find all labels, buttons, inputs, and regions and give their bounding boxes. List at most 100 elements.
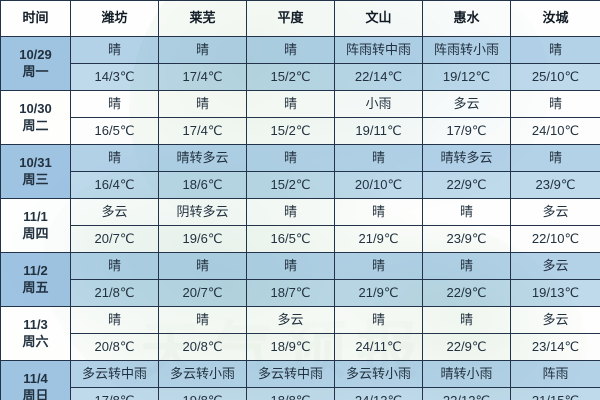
condition-cell: 阵雨转中雨 [334, 36, 423, 64]
condition-cell: 晴 [246, 252, 335, 280]
temperature-cell: 24/11℃ [334, 333, 423, 361]
condition-cell: 阴转多云 [158, 198, 247, 226]
forecast-row-temperature: 20/8℃ 20/8℃ 18/9℃ 24/11℃ 22/9℃ 23/14℃ [1, 333, 600, 361]
date-value: 10/30 [19, 100, 52, 116]
temperature-cell: 22/9℃ [422, 171, 511, 199]
column-header-weifang: 潍坊 [70, 0, 159, 37]
condition-cell: 小雨 [334, 90, 423, 118]
temperature-cell: 16/5℃ [246, 225, 335, 253]
temperature-cell: 16/4℃ [70, 171, 159, 199]
condition-cell: 多云 [510, 306, 600, 334]
condition-cell: 晴 [158, 306, 247, 334]
condition-cell: 晴 [334, 252, 423, 280]
condition-cell: 晴转多云 [158, 144, 247, 172]
condition-cell: 晴转小雨 [422, 360, 511, 388]
date-cell: 11/1 周四 [0, 198, 71, 253]
temperature-cell: 18/6℃ [158, 171, 247, 199]
condition-cell: 晴 [510, 144, 600, 172]
condition-cell: 阵雨 [510, 360, 600, 388]
date-cell: 10/31 周三 [0, 144, 71, 199]
condition-cell: 晴转多云 [422, 144, 511, 172]
date-cell: 10/30 周二 [0, 90, 71, 145]
condition-cell: 晴 [422, 198, 511, 226]
column-header-rucheng: 汝城 [510, 0, 600, 37]
temperature-cell: 23/9℃ [510, 171, 600, 199]
temperature-cell: 22/14℃ [334, 63, 423, 91]
temperature-cell: 17/4℃ [158, 63, 247, 91]
temperature-cell: 22/12℃ [422, 387, 511, 400]
condition-cell: 晴 [70, 252, 159, 280]
date-value: 11/2 [23, 262, 48, 278]
weekday-value: 周一 [22, 64, 49, 79]
condition-cell: 晴 [246, 36, 335, 64]
temperature-cell: 21/8℃ [70, 279, 159, 307]
header-row: 时间 潍坊 莱芜 平度 文山 惠水 汝城 [0, 0, 600, 37]
temperature-cell: 24/13℃ [334, 387, 423, 400]
temperature-cell: 20/7℃ [70, 225, 159, 253]
date-cell: 11/3 周六 [0, 306, 71, 361]
condition-cell: 晴 [246, 198, 335, 226]
condition-cell: 晴 [334, 198, 423, 226]
temperature-cell: 23/9℃ [422, 225, 511, 253]
date-value: 11/3 [23, 316, 48, 332]
forecast-row-condition: 11/4 周日 多云转中雨 多云转小雨 多云转中雨 多云转小雨 晴转小雨 阵雨 [0, 360, 600, 400]
condition-cell: 多云 [70, 198, 159, 226]
condition-cell: 多云转中雨 [70, 360, 159, 388]
forecast-row-condition: 10/31 周三晴晴转多云晴晴晴转多云晴 [0, 144, 600, 199]
date-value: 11/1 [23, 208, 48, 224]
condition-cell: 多云转小雨 [158, 360, 247, 388]
forecast-row-temperature: 14/3℃ 17/4℃ 15/2℃ 22/14℃ 19/12℃ 25/10℃ [1, 63, 600, 91]
temperature-cell: 25/10℃ [510, 63, 600, 91]
column-header-wenshan: 文山 [334, 0, 423, 37]
date-cell: 11/4 周日 [0, 360, 71, 400]
temperature-cell: 19/13℃ [510, 279, 600, 307]
forecast-row-condition: 11/1 周四 多云 阴转多云晴晴晴多云 [0, 198, 600, 253]
condition-cell: 晴 [70, 306, 159, 334]
condition-cell: 晴 [246, 90, 335, 118]
weekday-value: 周六 [22, 334, 49, 349]
condition-cell: 阵雨转小雨 [422, 36, 511, 64]
temperature-cell: 16/5℃ [70, 117, 159, 145]
condition-cell: 晴 [246, 144, 335, 172]
condition-cell: 多云 [510, 252, 600, 280]
date-value: 10/31 [19, 154, 52, 170]
temperature-cell: 18/8℃ [246, 387, 335, 400]
condition-cell: 多云 [422, 90, 511, 118]
temperature-cell: 21/15℃ [510, 387, 600, 400]
date-cell: 10/29 周一 [0, 36, 71, 91]
condition-cell: 多云转中雨 [246, 360, 335, 388]
condition-cell: 晴 [158, 36, 247, 64]
temperature-cell: 22/9℃ [422, 279, 511, 307]
temperature-cell: 20/10℃ [334, 171, 423, 199]
weekday-value: 周日 [22, 388, 49, 400]
column-header-pingdu: 平度 [246, 0, 335, 37]
forecast-row-condition: 10/30 周二晴晴晴小雨 多云晴 [0, 90, 600, 145]
temperature-cell: 18/7℃ [246, 279, 335, 307]
temperature-cell: 19/8℃ [158, 387, 247, 400]
column-header-huishui: 惠水 [422, 0, 511, 37]
condition-cell: 晴 [510, 36, 600, 64]
date-value: 11/4 [23, 370, 48, 386]
forecast-row-condition: 10/29 周一晴晴晴阵雨转中雨 阵雨转小雨晴 [0, 36, 600, 91]
weekday-value: 周五 [22, 280, 49, 295]
weekday-value: 周三 [22, 172, 49, 187]
temperature-cell: 19/12℃ [422, 63, 511, 91]
temperature-cell: 19/11℃ [334, 117, 423, 145]
temperature-cell: 17/8℃ [70, 387, 159, 400]
forecast-row-temperature: 16/4℃ 18/6℃ 15/2℃ 20/10℃ 22/9℃ 23/9℃ [1, 171, 600, 199]
condition-cell: 晴 [510, 90, 600, 118]
temperature-cell: 21/9℃ [334, 225, 423, 253]
date-value: 10/29 [19, 46, 52, 62]
temperature-cell: 21/9℃ [334, 279, 423, 307]
condition-cell: 晴 [70, 36, 159, 64]
temperature-cell: 23/14℃ [510, 333, 600, 361]
forecast-row-condition: 11/2 周五晴晴晴晴晴多云 [0, 252, 600, 307]
temperature-cell: 17/4℃ [158, 117, 247, 145]
condition-cell: 多云 [510, 198, 600, 226]
condition-cell: 多云 [246, 306, 335, 334]
temperature-cell: 14/3℃ [70, 63, 159, 91]
condition-cell: 晴 [70, 144, 159, 172]
temperature-cell: 15/2℃ [246, 63, 335, 91]
temperature-cell: 22/9℃ [422, 333, 511, 361]
condition-cell: 晴 [422, 252, 511, 280]
